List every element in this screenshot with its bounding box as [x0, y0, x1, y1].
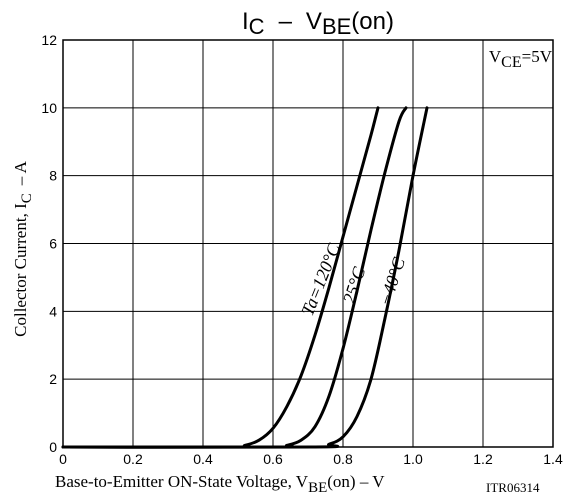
title-ic-sub: C — [249, 14, 265, 39]
x-tick-label: 0.2 — [123, 451, 143, 467]
y-tick-label: 0 — [49, 439, 57, 455]
condition-ce: CE — [501, 54, 521, 71]
y-axis-label: Collector Current, IC – A — [11, 160, 35, 336]
title-v-main: V — [306, 8, 322, 35]
series-layer — [61, 106, 429, 449]
figure-code: ITR06314 — [486, 480, 540, 495]
plot-frame — [62, 39, 554, 448]
title-v-suffix: (on) — [351, 8, 394, 35]
y-tick-label: 2 — [49, 371, 57, 387]
condition-value: =5V — [522, 47, 553, 66]
x-tick-label: 0.6 — [263, 451, 283, 467]
series-label-ta120: Ta=120°C — [297, 240, 344, 319]
x-tick-label: 0.4 — [193, 451, 213, 467]
y-tick-label: 12 — [41, 32, 57, 48]
x-tick-label: 0 — [59, 451, 67, 467]
xlabel-main: Base-to-Emitter ON-State Voltage, V — [55, 472, 309, 491]
ylabel-main: Collector Current, I — [11, 203, 30, 337]
y-tick-label: 10 — [41, 100, 57, 116]
x-tick-label: 0.8 — [333, 451, 353, 467]
ylabel-unit: – A — [11, 160, 30, 186]
series-label-neg40c: −40°C — [375, 254, 410, 308]
ylabel-sub: C — [19, 193, 35, 203]
xlabel-sub: BE — [308, 480, 327, 496]
condition-label: VCE=5V — [489, 47, 553, 71]
grid-layer — [63, 40, 553, 447]
xlabel-suffix: (on) – V — [327, 472, 385, 491]
title-dash: – — [279, 8, 293, 35]
y-tick-label: 6 — [49, 236, 57, 252]
x-axis-label: Base-to-Emitter ON-State Voltage, VBE(on… — [55, 472, 385, 496]
x-tick-label: 1.4 — [543, 451, 563, 467]
chart-title: IC – VBE(on) — [242, 8, 394, 39]
x-tick-label: 1.0 — [403, 451, 423, 467]
title-ic-main: I — [242, 8, 249, 35]
x-tick-label: 1.2 — [473, 451, 493, 467]
series-line-2 — [61, 106, 429, 449]
y-tick-label: 8 — [49, 168, 57, 184]
y-tick-label: 4 — [49, 303, 57, 319]
tick-layer: 0 0.2 0.4 0.6 0.8 1.0 1.2 1.4 0 2 4 6 8 10 12 — [41, 32, 563, 467]
title-v-sub: BE — [322, 14, 351, 39]
condition-v: V — [489, 47, 502, 66]
